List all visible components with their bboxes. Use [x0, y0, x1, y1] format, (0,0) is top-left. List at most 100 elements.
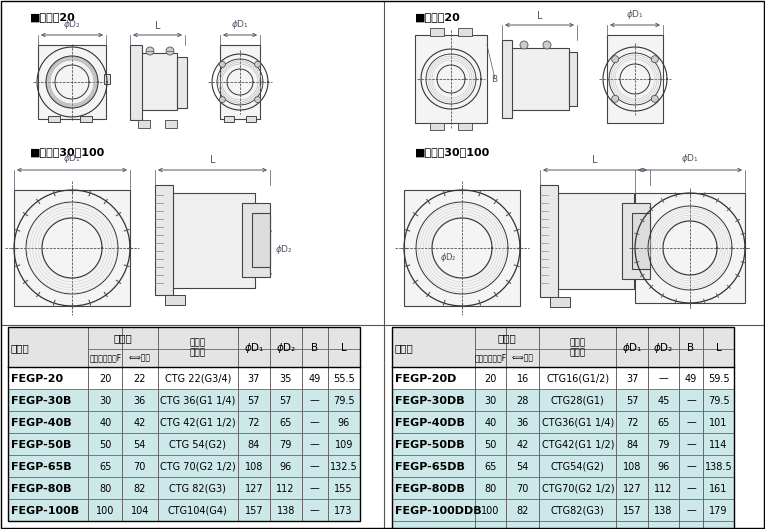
Text: FEGP-100DDB: FEGP-100DDB	[395, 506, 482, 515]
Bar	[8, 499, 360, 521]
Text: $\phi$D₂: $\phi$D₂	[275, 243, 293, 257]
Text: 157: 157	[623, 506, 641, 515]
Text: 157: 157	[623, 527, 641, 529]
Text: CTG36(G1 1/4): CTG36(G1 1/4)	[542, 417, 614, 427]
Bar	[8, 411, 360, 433]
Text: 16: 16	[516, 373, 529, 384]
Text: 59.5: 59.5	[708, 373, 729, 384]
Text: CTG42(G1 1/2): CTG42(G1 1/2)	[542, 440, 614, 450]
Text: FEGP-65B: FEGP-65B	[11, 461, 72, 471]
Text: —: —	[686, 527, 696, 529]
Text: —: —	[686, 396, 696, 406]
Text: 96: 96	[337, 417, 350, 427]
Text: FEGP-20D: FEGP-20D	[395, 373, 457, 384]
Text: 173: 173	[334, 506, 353, 515]
Text: 65: 65	[657, 417, 669, 427]
Circle shape	[220, 97, 226, 103]
Text: 82: 82	[516, 506, 529, 515]
Circle shape	[612, 56, 619, 63]
Bar	[510, 48, 569, 110]
Bar	[415, 35, 487, 123]
Text: 35: 35	[279, 373, 292, 384]
Text: 受口の
呼　び: 受口の 呼 び	[190, 339, 206, 358]
Text: FEGP-50B: FEGP-50B	[11, 440, 71, 450]
Text: 65: 65	[279, 417, 292, 427]
Bar	[155, 185, 173, 295]
Text: $\phi$D₂: $\phi$D₂	[440, 251, 457, 264]
Text: $\phi$D₁: $\phi$D₁	[622, 341, 643, 355]
Text: 42: 42	[134, 417, 146, 427]
Text: 28: 28	[516, 396, 529, 406]
Text: CTG 82(G3): CTG 82(G3)	[169, 484, 226, 494]
Text: FEGP-80DB: FEGP-80DB	[395, 484, 465, 494]
Bar	[8, 367, 360, 389]
Text: 40: 40	[99, 417, 112, 427]
Text: 42: 42	[516, 440, 529, 450]
Text: 72: 72	[248, 417, 260, 427]
Text: FEGP-40B: FEGP-40B	[11, 417, 72, 427]
Bar	[130, 45, 142, 120]
Text: 37: 37	[626, 373, 638, 384]
Text: L: L	[210, 155, 215, 165]
Bar	[48, 116, 60, 122]
Text: 22: 22	[134, 373, 146, 384]
Bar	[392, 455, 734, 477]
Bar	[8, 477, 360, 499]
Text: CTG28(G1): CTG28(G1)	[551, 396, 604, 406]
Bar	[607, 35, 663, 123]
Bar	[177, 57, 187, 108]
Text: CTG82(G3): CTG82(G3)	[551, 506, 604, 515]
Text: —: —	[686, 461, 696, 471]
Text: FEGP-80B: FEGP-80B	[11, 484, 71, 494]
Bar	[392, 327, 734, 529]
Circle shape	[612, 95, 619, 102]
Bar	[392, 411, 734, 433]
Bar	[458, 123, 472, 130]
Text: 138: 138	[654, 506, 672, 515]
Text: L: L	[537, 11, 542, 21]
Text: ⇐⇒厚鋼: ⇐⇒厚鋼	[512, 353, 534, 362]
Text: 79.5: 79.5	[333, 396, 354, 406]
Bar	[635, 193, 745, 303]
Text: 104: 104	[131, 506, 149, 515]
Text: —: —	[659, 373, 669, 384]
Text: 20: 20	[484, 373, 496, 384]
Text: 54: 54	[516, 461, 529, 471]
Text: 112: 112	[276, 484, 295, 494]
Bar	[104, 74, 110, 84]
Text: ■サイズ30～100: ■サイズ30～100	[415, 147, 490, 157]
Text: FEGP-30DB: FEGP-30DB	[395, 396, 464, 406]
Circle shape	[543, 41, 551, 49]
Bar	[252, 213, 270, 267]
Bar	[8, 433, 360, 455]
Text: 112: 112	[654, 484, 672, 494]
Text: FEGP-65DB: FEGP-65DB	[395, 461, 465, 471]
Text: 適合管: 適合管	[497, 333, 516, 343]
Bar	[138, 120, 150, 128]
Text: 57: 57	[248, 396, 260, 406]
Text: 84: 84	[626, 440, 638, 450]
Text: 108: 108	[245, 461, 263, 471]
Text: —: —	[686, 484, 696, 494]
Bar	[392, 367, 734, 389]
Bar	[430, 28, 444, 36]
Text: 20: 20	[99, 373, 112, 384]
Text: 80: 80	[99, 484, 112, 494]
Bar	[38, 45, 106, 119]
Bar	[8, 327, 360, 367]
Text: —: —	[310, 506, 320, 515]
Text: 179: 179	[709, 527, 728, 529]
Text: 55.5: 55.5	[333, 373, 354, 384]
Text: 138: 138	[654, 527, 672, 529]
Text: —: —	[310, 417, 320, 427]
Text: L: L	[155, 21, 160, 31]
Text: 70: 70	[516, 484, 529, 494]
Text: 70: 70	[134, 461, 146, 471]
Bar	[170, 193, 255, 288]
Text: 127: 127	[245, 484, 263, 494]
Bar	[556, 193, 634, 289]
Bar	[80, 116, 92, 122]
Bar	[8, 389, 360, 411]
Text: 適合管: 適合管	[114, 333, 132, 343]
Text: 品　番: 品 番	[395, 343, 414, 353]
